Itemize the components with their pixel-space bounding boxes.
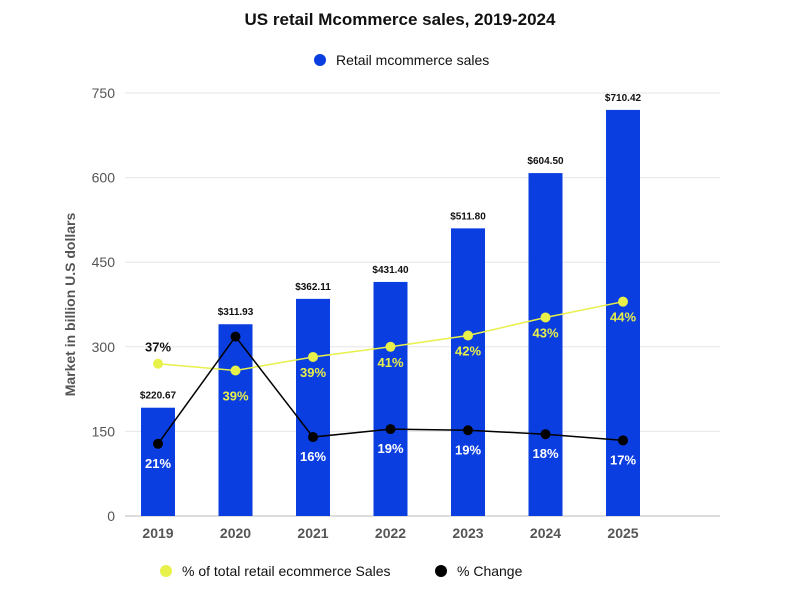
legend-marker-share <box>160 565 172 577</box>
change-series-point <box>540 429 551 440</box>
bar <box>218 324 253 516</box>
bar <box>141 407 175 516</box>
change-series-point <box>385 424 396 435</box>
bar <box>528 173 563 516</box>
change-label: 19% <box>377 441 403 456</box>
share-series-point <box>230 365 241 376</box>
bar <box>606 109 640 517</box>
x-tick-label: 2020 <box>220 525 251 541</box>
legend-marker-change <box>435 565 447 577</box>
change-label: 16% <box>300 449 326 464</box>
legend-label-share: % of total retail ecommerce Sales <box>182 563 391 579</box>
change-label: 21% <box>145 456 171 471</box>
bar-value-label: $710.42 <box>605 93 642 104</box>
share-series-point <box>540 312 551 323</box>
chart-title: US retail Mcommerce sales, 2019-2024 <box>244 10 556 29</box>
legend-label-sales: Retail mcommerce sales <box>336 52 489 68</box>
data-labels: $220.67 $311.93 $362.11 $431.40 $511.80 $604.… <box>140 93 642 471</box>
change-label: 19% <box>455 442 481 457</box>
x-tick-label: 2019 <box>142 525 173 541</box>
bar <box>451 228 485 517</box>
share-series-point <box>618 296 628 307</box>
share-label: 41% <box>377 355 403 370</box>
bar-series <box>141 109 640 517</box>
x-tick-label: 2024 <box>530 525 561 541</box>
bar-value-label: $511.80 <box>450 211 486 222</box>
legend-marker-sales <box>314 54 326 66</box>
axes: 0 150 300 450 600 750 Market in billion U.S do… <box>62 85 720 541</box>
y-tick-label: 150 <box>92 423 116 439</box>
change-series-point <box>308 432 318 443</box>
change-label: 17% <box>610 452 636 467</box>
share-series-point <box>153 358 163 369</box>
change-series-point <box>618 435 628 446</box>
line-series <box>153 296 628 449</box>
y-tick-label: 300 <box>92 339 116 355</box>
legend: Retail mcommerce sales % of total retail … <box>160 52 523 579</box>
y-tick-label: 450 <box>92 254 116 270</box>
change-label: 18% <box>532 446 558 461</box>
share-label: 39% <box>222 388 248 403</box>
y-axis-label: Market in billion U.S dollars <box>62 212 78 396</box>
bar <box>296 298 330 516</box>
bar-value-label: $220.67 <box>140 391 177 402</box>
share-label: 42% <box>455 344 481 359</box>
y-tick-label: 750 <box>92 85 116 101</box>
y-tick-label: 0 <box>107 508 115 524</box>
legend-label-change: % Change <box>457 563 523 579</box>
x-tick-label: 2023 <box>452 525 483 541</box>
share-label: 44% <box>610 310 636 325</box>
bar-value-label: $362.11 <box>295 282 331 293</box>
share-label: 43% <box>532 325 558 340</box>
change-series-point <box>230 331 241 342</box>
bar-value-label: $431.40 <box>372 265 409 276</box>
x-tick-label: 2021 <box>297 525 328 541</box>
bar-value-label: $604.50 <box>527 156 564 167</box>
y-tick-label: 600 <box>92 170 116 186</box>
bar-value-label: $311.93 <box>218 307 254 318</box>
change-series-point <box>463 425 473 436</box>
share-label: 37% <box>145 340 171 355</box>
x-tick-label: 2025 <box>607 525 638 541</box>
share-series-point <box>385 341 396 352</box>
bar <box>373 281 408 516</box>
share-series-point <box>463 330 473 341</box>
share-label: 39% <box>300 365 326 380</box>
x-tick-label: 2022 <box>375 525 406 541</box>
change-series-point <box>153 438 163 449</box>
share-series-point <box>308 351 318 362</box>
